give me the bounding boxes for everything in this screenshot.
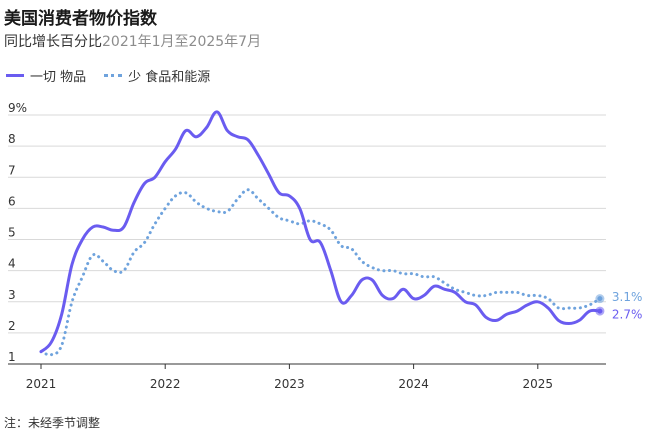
y-tick-label-9: 9%: [8, 101, 27, 115]
legend-swatch-solid: [6, 74, 24, 77]
chart-title: 美国消费者物价指数: [4, 9, 157, 29]
legend-swatch-dotted: [104, 74, 123, 77]
legend-item-all-items: 一切 物品: [6, 66, 86, 85]
chart-legend: 一切 物品 少 食品和能源: [6, 66, 228, 85]
x-tick-label-2021: 2021: [26, 377, 57, 391]
y-tick-label-4: 4: [8, 257, 16, 271]
end-marker-dot-core: [597, 296, 603, 302]
series-line-core: [39, 188, 602, 357]
y-tick-label-1: 1: [8, 350, 16, 364]
end-label-core: 3.1%: [612, 290, 643, 304]
y-tick-label-8: 8: [8, 132, 16, 146]
y-tick-label-3: 3: [8, 288, 16, 302]
x-tick-label-2022: 2022: [150, 377, 181, 391]
subtitle-measure: 同比增长百分比: [4, 34, 102, 50]
chart-subtitle: 同比增长百分比2021年1月至2025年7月: [4, 31, 261, 51]
y-tick-label-5: 5: [8, 226, 16, 240]
series-line-all-items: [39, 110, 602, 354]
x-tick-label-2023: 2023: [274, 377, 305, 391]
legend-item-core: 少 食品和能源: [104, 66, 210, 85]
legend-label-all-items: 一切 物品: [30, 70, 87, 85]
legend-label-core: 少 食品和能源: [128, 70, 211, 85]
subtitle-date-range: 2021年1月至2025年7月: [102, 34, 262, 50]
y-tick-label-2: 2: [8, 319, 16, 333]
footnote: 注：未经季节调整: [4, 416, 101, 430]
end-label-all-items: 2.7%: [612, 308, 643, 322]
x-tick-label-2024: 2024: [398, 377, 429, 391]
x-tick-label-2025: 2025: [523, 377, 554, 391]
end-marker-dot-all-items: [597, 308, 603, 314]
y-tick-label-7: 7: [8, 163, 16, 177]
y-tick-label-6: 6: [8, 194, 16, 208]
